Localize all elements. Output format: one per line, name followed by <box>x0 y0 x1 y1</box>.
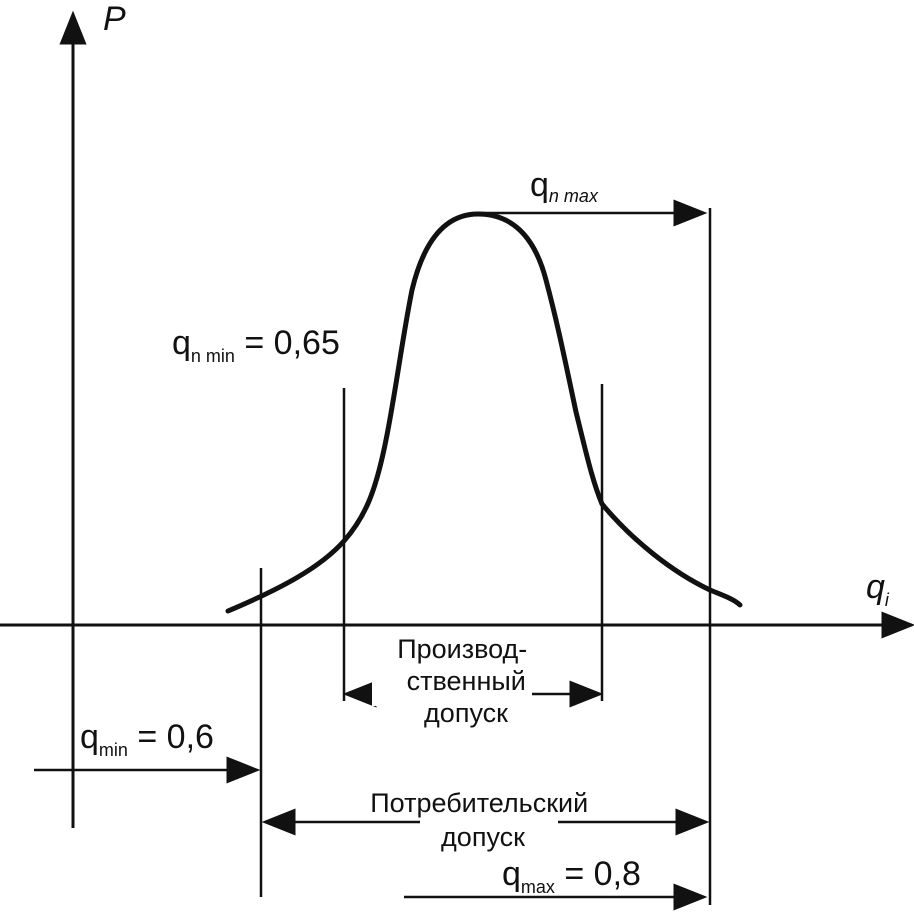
qn-min-label: qn min = 0,65 <box>172 324 340 366</box>
y-axis-label: P <box>103 0 126 38</box>
production-tolerance-label: Производ- ственный допуск <box>397 634 535 728</box>
q-min-label: qmin = 0,6 <box>80 718 214 760</box>
q-max-label: qmax = 0,8 <box>502 855 641 897</box>
consumer-tolerance-label: Потребительский допуск <box>370 788 595 852</box>
qn-max-label: qn max <box>530 166 599 206</box>
distribution-curve <box>225 211 743 614</box>
x-axis-label: qi <box>866 568 890 610</box>
